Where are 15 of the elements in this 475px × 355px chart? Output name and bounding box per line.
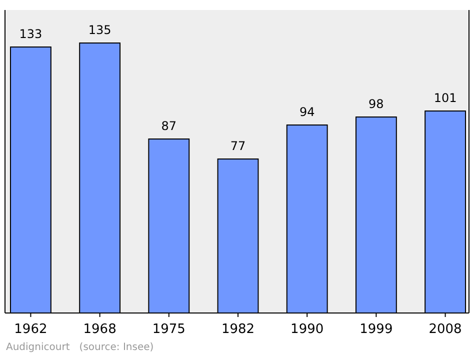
data-label: 77 [230, 138, 246, 153]
x-tick-label: 1962 [14, 322, 48, 337]
x-tick-label: 2008 [428, 322, 462, 337]
x-tick-label: 1982 [221, 322, 255, 337]
data-label: 94 [299, 104, 315, 119]
data-label: 133 [19, 26, 42, 41]
x-tick-label: 1975 [152, 322, 186, 337]
data-label: 135 [88, 22, 112, 37]
x-tick-label: 1968 [83, 322, 116, 337]
data-label: 101 [434, 90, 457, 105]
x-tick-label: 1990 [290, 322, 324, 337]
x-tick-label: 1999 [360, 322, 393, 337]
text: Audignicourt (source: Insee) [6, 342, 154, 353]
data-label: 87 [161, 118, 177, 133]
data-label: 98 [368, 96, 384, 111]
